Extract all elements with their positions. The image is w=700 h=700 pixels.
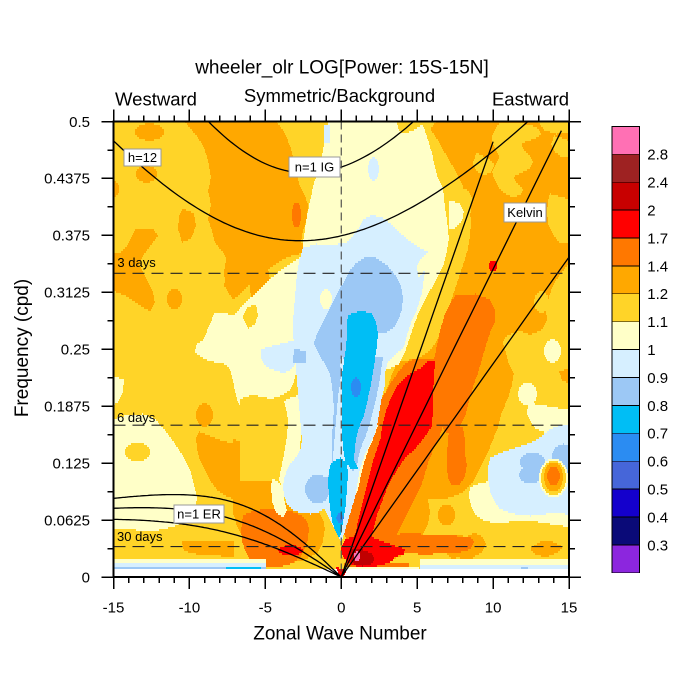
svg-text:Westward: Westward [115, 89, 197, 110]
svg-text:0.8: 0.8 [647, 398, 668, 415]
svg-text:0.9: 0.9 [647, 370, 668, 387]
svg-text:2.8: 2.8 [647, 147, 668, 164]
svg-text:0.0625: 0.0625 [44, 512, 90, 529]
svg-text:0.6: 0.6 [647, 454, 668, 471]
svg-text:1.2: 1.2 [647, 286, 668, 303]
svg-text:0.125: 0.125 [52, 455, 90, 472]
svg-text:-15: -15 [103, 600, 125, 617]
svg-text:1: 1 [647, 342, 655, 359]
svg-text:0.4: 0.4 [647, 509, 668, 526]
svg-text:1.7: 1.7 [647, 230, 668, 247]
svg-text:30 days: 30 days [117, 529, 163, 544]
svg-text:-5: -5 [259, 600, 272, 617]
svg-text:n=1 ER: n=1 ER [177, 507, 221, 522]
svg-text:1.4: 1.4 [647, 258, 668, 275]
svg-text:0.4375: 0.4375 [44, 171, 90, 188]
svg-text:0.375: 0.375 [52, 228, 90, 245]
svg-text:0.5: 0.5 [69, 114, 90, 131]
svg-text:n=1 IG: n=1 IG [295, 160, 334, 175]
svg-text:h=12: h=12 [128, 150, 157, 165]
svg-text:-10: -10 [179, 600, 201, 617]
svg-text:0.5: 0.5 [647, 482, 668, 499]
svg-text:0.25: 0.25 [61, 342, 90, 359]
svg-text:Frequency (cpd): Frequency (cpd) [12, 279, 33, 417]
svg-text:3 days: 3 days [117, 255, 156, 270]
svg-text:Eastward: Eastward [492, 89, 569, 110]
svg-text:2.4: 2.4 [647, 175, 668, 192]
svg-text:0: 0 [82, 569, 90, 586]
svg-text:0.3: 0.3 [647, 537, 668, 554]
svg-text:wheeler_olr LOG[Power: 15S-15N: wheeler_olr LOG[Power: 15S-15N] [194, 58, 489, 79]
svg-text:10: 10 [485, 600, 502, 617]
svg-text:0: 0 [337, 600, 345, 617]
svg-text:0.3125: 0.3125 [44, 285, 90, 302]
svg-text:Kelvin: Kelvin [507, 205, 542, 220]
svg-text:2: 2 [647, 203, 655, 220]
svg-text:15: 15 [561, 600, 578, 617]
svg-text:Zonal Wave Number: Zonal Wave Number [253, 624, 427, 645]
svg-text:6 days: 6 days [117, 410, 156, 425]
svg-text:5: 5 [413, 600, 421, 617]
svg-text:1.1: 1.1 [647, 314, 668, 331]
svg-text:0.7: 0.7 [647, 426, 668, 443]
svg-text:0.1875: 0.1875 [44, 398, 90, 415]
svg-text:Symmetric/Background: Symmetric/Background [244, 85, 435, 106]
